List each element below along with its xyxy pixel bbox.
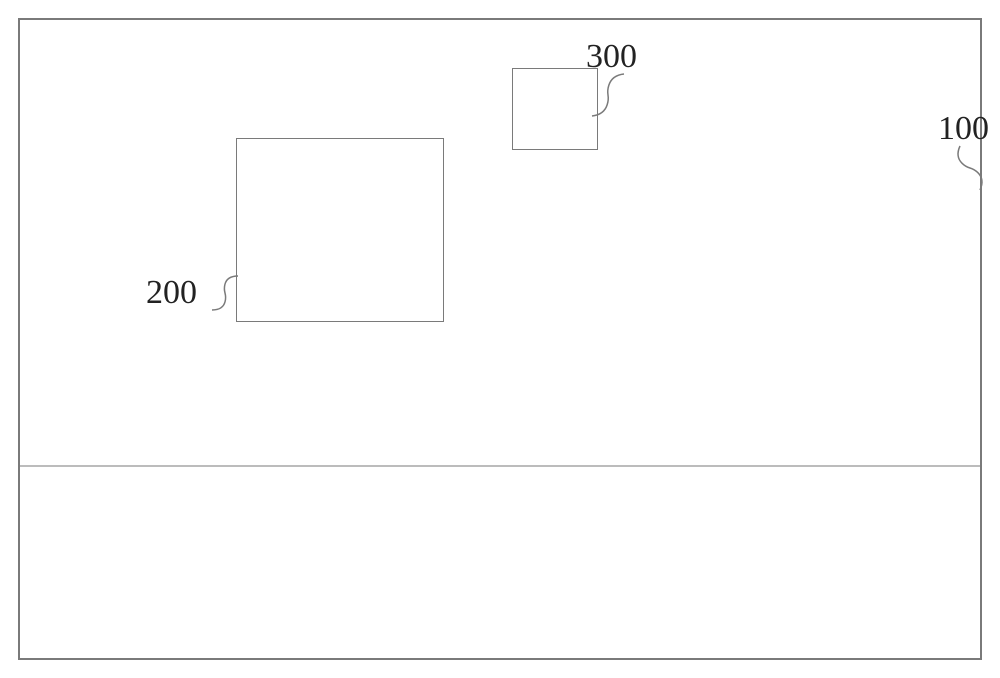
outer-frame <box>18 18 982 660</box>
label-200: 200 <box>146 274 197 312</box>
label-100: 100 <box>938 110 989 148</box>
box-200 <box>236 138 444 322</box>
box-300 <box>512 68 598 150</box>
label-300: 300 <box>586 38 637 76</box>
diagram-canvas: 100 200 300 <box>0 0 1000 678</box>
